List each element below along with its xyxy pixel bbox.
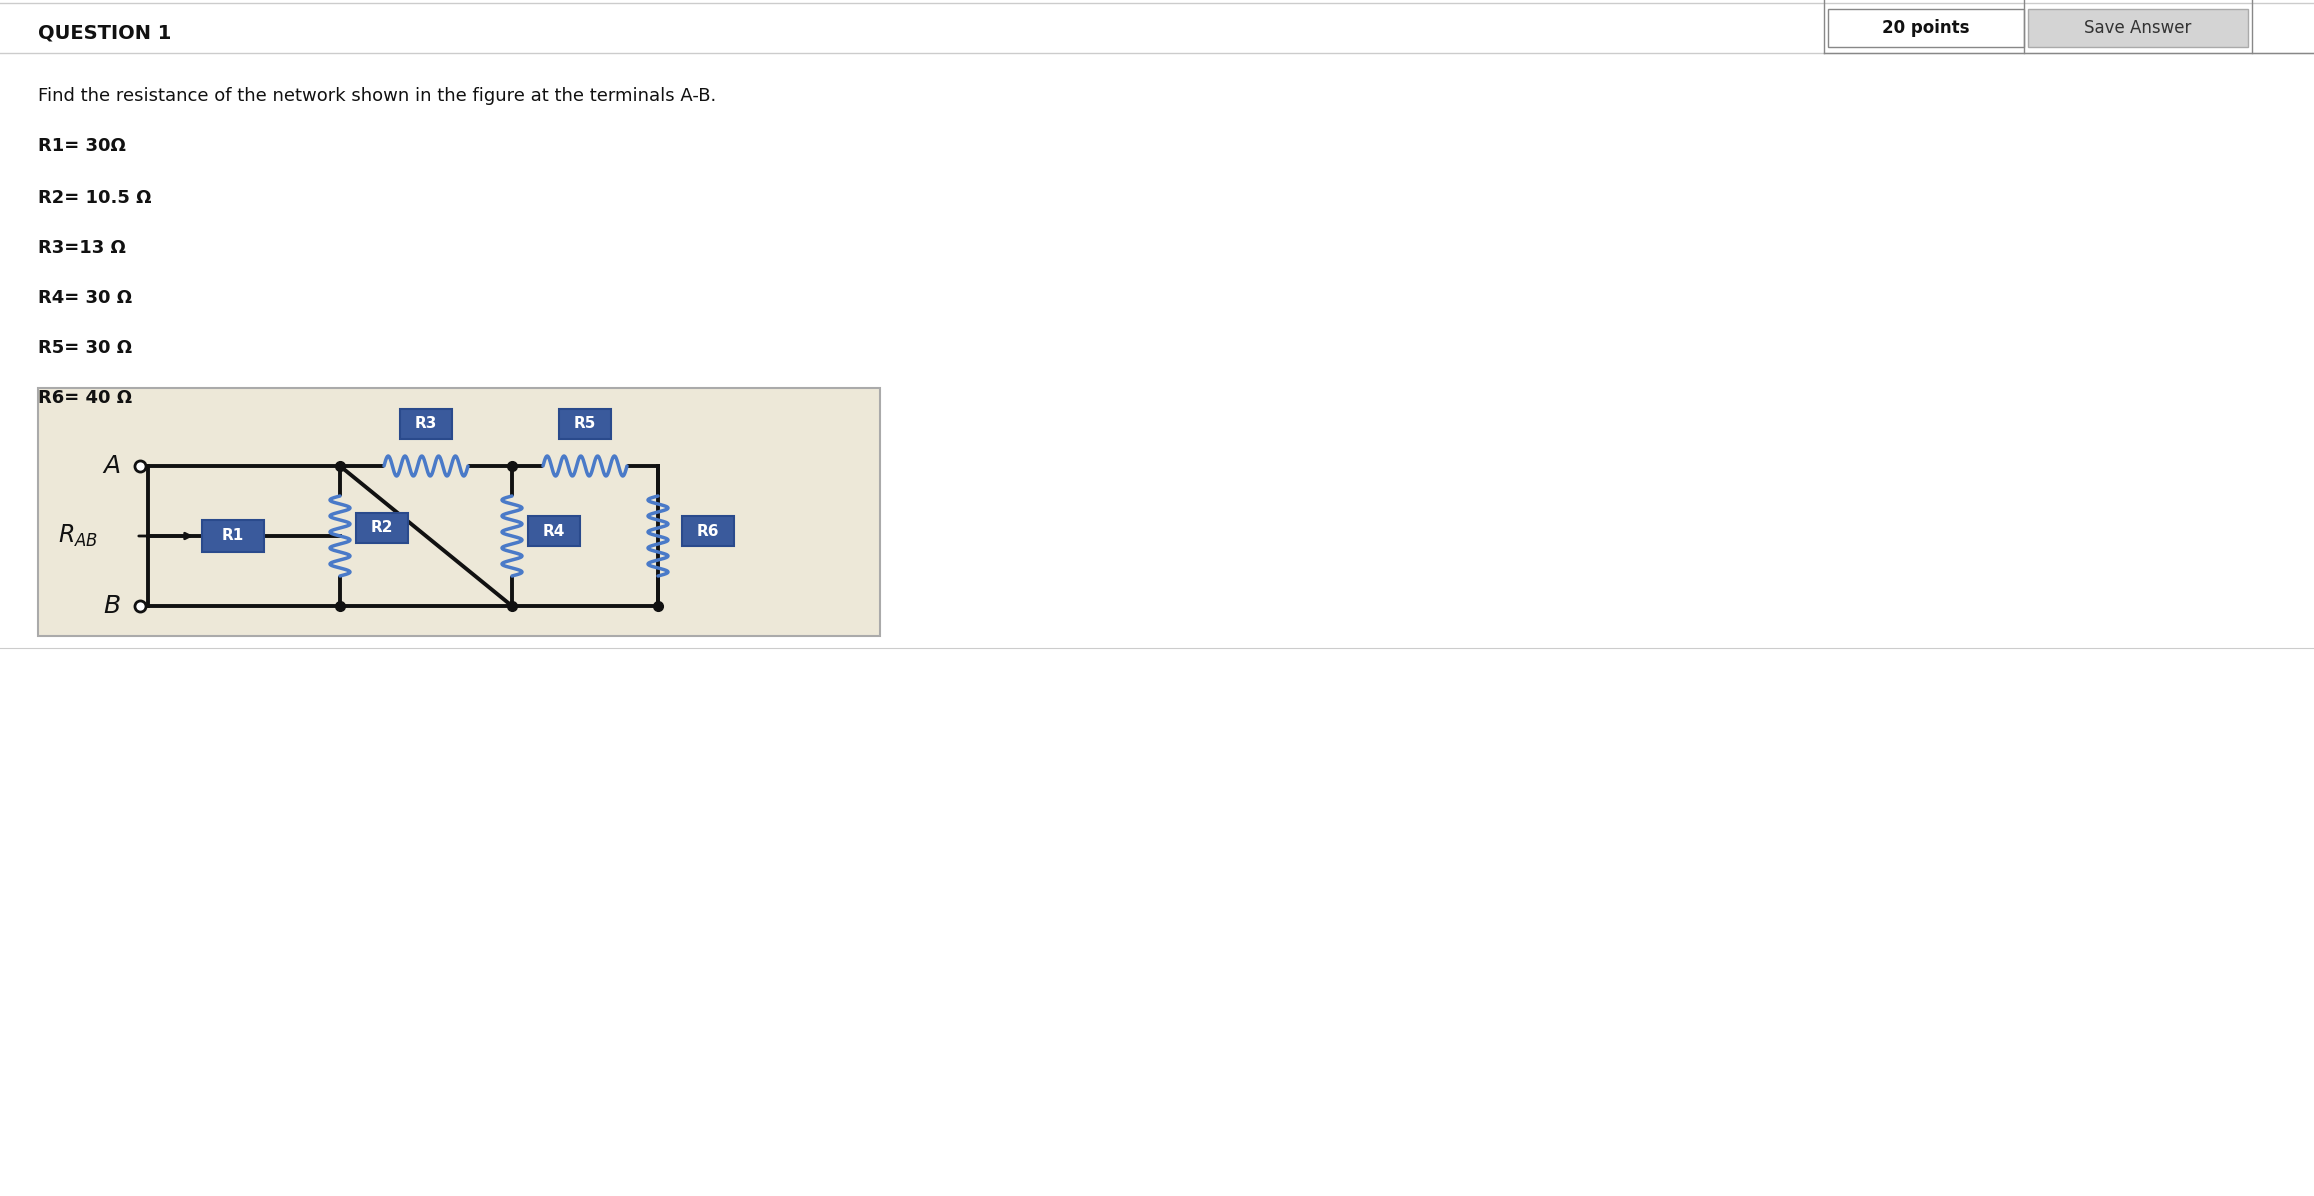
Text: R6: R6 — [697, 524, 720, 538]
Text: R4: R4 — [544, 524, 565, 538]
FancyBboxPatch shape — [400, 409, 451, 439]
FancyBboxPatch shape — [201, 520, 264, 553]
Text: Save Answer: Save Answer — [2085, 19, 2191, 37]
FancyBboxPatch shape — [560, 409, 611, 439]
FancyBboxPatch shape — [1828, 10, 2025, 47]
Text: R1= 30Ω: R1= 30Ω — [37, 138, 125, 155]
Text: QUESTION 1: QUESTION 1 — [37, 24, 171, 43]
Text: Find the resistance of the network shown in the figure at the terminals A-B.: Find the resistance of the network shown… — [37, 87, 717, 105]
Text: A: A — [102, 454, 120, 478]
Text: 20 points: 20 points — [1881, 19, 1969, 37]
Text: R6= 40 Ω: R6= 40 Ω — [37, 389, 132, 407]
Text: R5: R5 — [574, 416, 597, 432]
Text: R2: R2 — [370, 520, 393, 536]
FancyBboxPatch shape — [2027, 10, 2247, 47]
FancyBboxPatch shape — [37, 388, 879, 636]
Text: R1: R1 — [222, 529, 243, 543]
Text: R3=13 Ω: R3=13 Ω — [37, 239, 125, 257]
Text: R2= 10.5 Ω: R2= 10.5 Ω — [37, 189, 150, 207]
Text: R5= 30 Ω: R5= 30 Ω — [37, 338, 132, 356]
Text: R3: R3 — [414, 416, 437, 432]
Text: $R_{AB}$: $R_{AB}$ — [58, 523, 97, 549]
Text: B: B — [102, 594, 120, 618]
Text: R4= 30 Ω: R4= 30 Ω — [37, 289, 132, 307]
FancyBboxPatch shape — [356, 513, 407, 543]
FancyBboxPatch shape — [683, 515, 734, 547]
FancyBboxPatch shape — [528, 515, 581, 547]
